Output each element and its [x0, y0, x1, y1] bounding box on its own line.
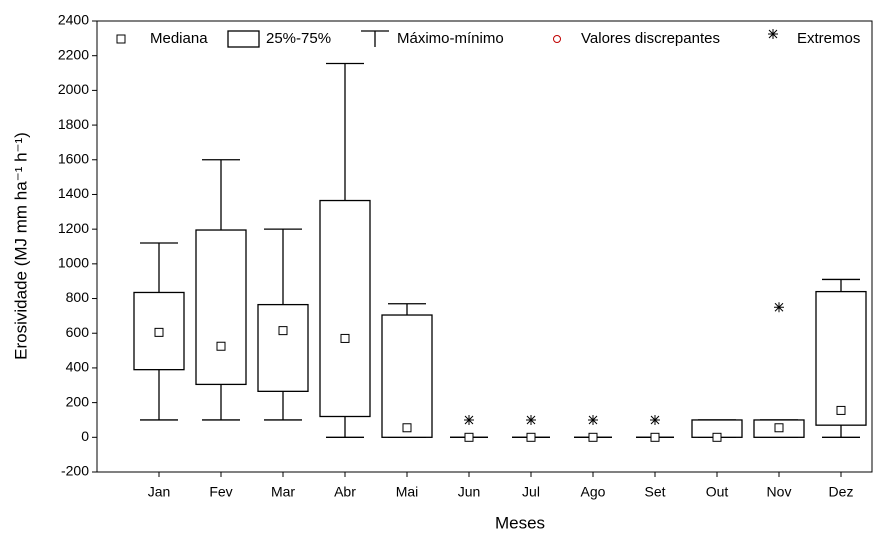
median [278, 326, 288, 336]
y-tick-label: 2000 [58, 81, 89, 97]
x-tick-label: Jul [522, 484, 540, 500]
legend-label: Extremos [797, 30, 860, 47]
legend-label: Máximo-mínimo [397, 30, 504, 47]
box [195, 229, 247, 386]
extreme [464, 414, 474, 425]
y-tick-label: 1800 [58, 116, 89, 132]
x-tick-label: Nov [767, 484, 792, 500]
legend-label: Valores discrepantes [581, 30, 720, 47]
x-tick-label: Dez [829, 484, 854, 500]
y-tick-label: 1000 [58, 255, 89, 271]
y-tick-label: 600 [66, 324, 90, 340]
legend-extreme-icon [768, 29, 778, 39]
y-tick-label: 1400 [58, 185, 89, 201]
extreme [588, 414, 598, 425]
y-tick-label: 800 [66, 289, 90, 305]
median [464, 432, 474, 442]
legend-label: 25%-75% [266, 30, 331, 47]
y-tick-label: 200 [66, 393, 90, 409]
extreme [774, 302, 784, 313]
legend-label: Mediana [150, 30, 208, 47]
legend-box-icon [227, 30, 260, 48]
legend-median-icon [116, 34, 126, 44]
plot-frame [96, 20, 873, 473]
x-tick-label: Mar [271, 484, 295, 500]
x-tick-label: Set [644, 484, 665, 500]
median [340, 333, 350, 343]
legend-whisker-icon [361, 30, 389, 47]
box [815, 290, 867, 426]
x-tick-label: Out [706, 484, 729, 500]
extreme [650, 414, 660, 425]
x-axis-title: Meses [495, 513, 545, 532]
x-tick-label: Fev [209, 484, 232, 500]
box [381, 314, 433, 438]
median [154, 327, 164, 337]
x-tick-label: Mai [396, 484, 419, 500]
median [216, 341, 226, 351]
median [836, 405, 846, 415]
median [650, 432, 660, 442]
box [319, 199, 371, 418]
x-tick-label: Abr [334, 484, 356, 500]
y-tick-label: 400 [66, 359, 90, 375]
y-tick-label: 2400 [58, 12, 89, 28]
x-tick-label: Ago [581, 484, 606, 500]
y-tick-label: 0 [81, 428, 89, 444]
median [712, 432, 722, 442]
y-axis-title: Erosividade (MJ mm ha⁻¹ h⁻¹) [11, 132, 30, 360]
median [774, 423, 784, 433]
extreme [526, 414, 536, 425]
legend-outlier-icon [553, 35, 561, 43]
y-tick-label: 2200 [58, 46, 89, 62]
median [526, 432, 536, 442]
x-tick-label: Jun [458, 484, 481, 500]
y-tick-label: 1600 [58, 150, 89, 166]
y-tick-label: 1200 [58, 220, 89, 236]
box [257, 303, 309, 392]
legend-bg [98, 22, 871, 56]
x-tick-label: Jan [148, 484, 171, 500]
y-tick-label: -200 [61, 463, 89, 479]
median [402, 423, 412, 433]
median [588, 432, 598, 442]
